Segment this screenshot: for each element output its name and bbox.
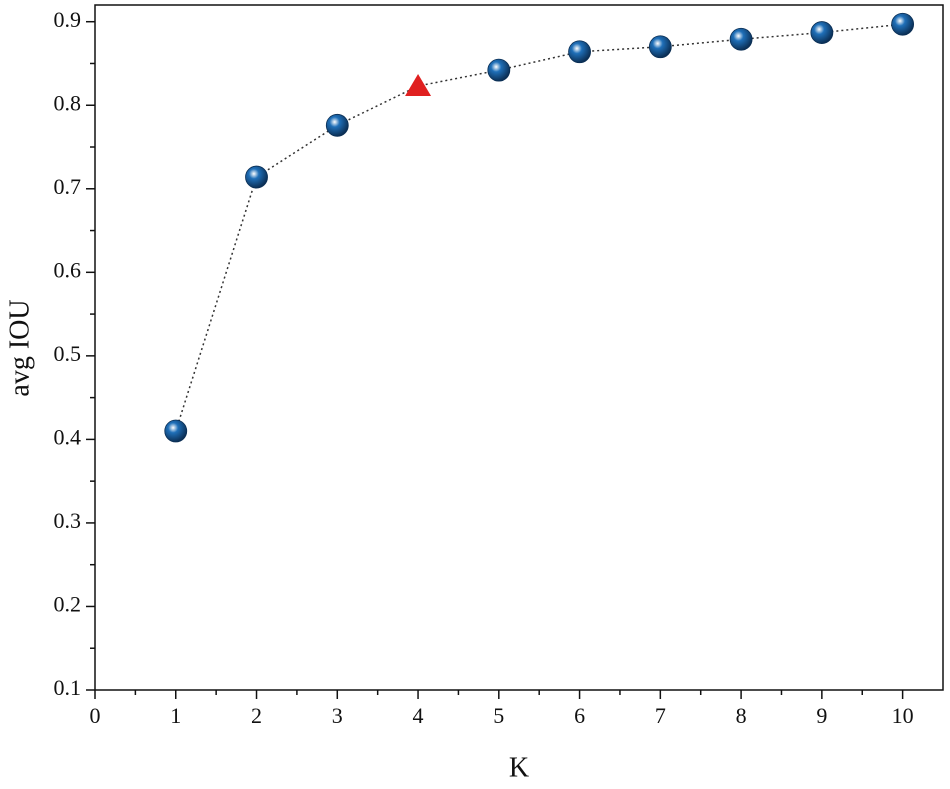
x-tick-label: 1 xyxy=(170,703,181,728)
y-tick-label: 0.4 xyxy=(54,424,82,449)
x-tick-label: 9 xyxy=(816,703,827,728)
marker xyxy=(729,27,753,51)
y-tick-label: 0.7 xyxy=(54,174,82,199)
y-tick-label: 0.2 xyxy=(54,592,82,617)
y-tick-label: 0.8 xyxy=(54,90,82,115)
marker xyxy=(245,165,268,189)
marker xyxy=(891,12,915,36)
x-axis-title: K xyxy=(509,752,529,783)
x-tick-label: 5 xyxy=(493,703,504,728)
marker xyxy=(164,419,188,443)
y-tick-label: 0.3 xyxy=(54,508,82,533)
marker xyxy=(325,113,349,137)
x-tick-label: 6 xyxy=(574,703,585,728)
marker xyxy=(568,40,591,64)
x-tick-label: 8 xyxy=(736,703,747,728)
y-tick-label: 0.5 xyxy=(54,341,82,366)
x-tick-label: 7 xyxy=(655,703,666,728)
series-line xyxy=(175,23,903,432)
marker xyxy=(487,58,511,82)
marker xyxy=(810,21,834,44)
y-tick-label: 0.9 xyxy=(54,7,82,32)
y-tick-label: 0.1 xyxy=(54,675,82,700)
x-tick-label: 0 xyxy=(90,703,101,728)
y-axis-title: avg IOU xyxy=(4,299,35,396)
plot-frame xyxy=(94,4,944,691)
x-tick-label: 2 xyxy=(251,703,262,728)
marker xyxy=(405,74,432,97)
x-tick-label: 3 xyxy=(332,703,343,728)
x-tick-label: 10 xyxy=(892,703,914,728)
marker xyxy=(648,35,672,59)
y-tick-label: 0.6 xyxy=(54,257,82,282)
x-tick-label: 4 xyxy=(413,703,424,728)
